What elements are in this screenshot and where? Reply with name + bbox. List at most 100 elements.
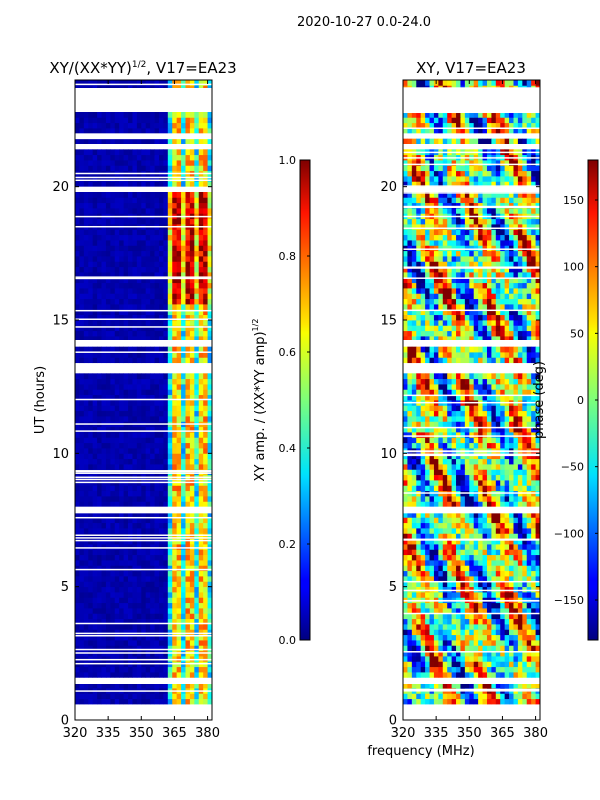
heatmap-cell	[456, 608, 461, 614]
heatmap-cell	[407, 629, 413, 636]
heatmap-cell	[79, 554, 85, 561]
heatmap-cell	[513, 560, 519, 566]
heatmap-cell	[185, 634, 191, 641]
heatmap-cell	[123, 293, 129, 300]
heatmap-cell	[97, 378, 102, 385]
heatmap-cell	[163, 570, 169, 577]
heatmap-cell	[101, 261, 107, 268]
heatmap-cell	[526, 672, 532, 678]
heatmap-cell	[79, 576, 85, 582]
heatmap-cell	[163, 266, 169, 273]
heatmap-cell	[88, 672, 94, 678]
heatmap-cell	[92, 608, 98, 614]
heatmap-cell	[92, 197, 98, 204]
heatmap-cell	[181, 154, 186, 161]
heatmap-cell	[75, 261, 80, 268]
heatmap-cell	[172, 240, 178, 246]
heatmap-cell	[469, 549, 475, 556]
heatmap-cell	[464, 528, 470, 534]
heatmap-cell	[495, 464, 501, 470]
heatmap-cell	[132, 693, 138, 700]
heatmap-cell	[442, 496, 448, 502]
heatmap-cell	[407, 602, 413, 609]
heatmap-cell	[123, 245, 129, 252]
heatmap-cell	[504, 437, 510, 444]
heatmap-cell	[110, 192, 116, 198]
heatmap-cell	[522, 549, 528, 556]
heatmap-cell	[172, 309, 178, 316]
heatmap-cell	[181, 581, 186, 588]
heatmap-cell	[75, 618, 80, 625]
heatmap-cell	[407, 437, 413, 444]
heatmap-cell	[504, 682, 510, 689]
heatmap-cell	[416, 682, 422, 689]
heatmap-cell	[194, 464, 200, 470]
heatmap-cell	[207, 570, 212, 577]
heatmap-cell	[119, 464, 125, 470]
heatmap-cell	[495, 554, 501, 561]
heatmap-cell	[150, 250, 155, 257]
heatmap-cell	[176, 624, 182, 630]
heatmap-cell	[522, 469, 528, 476]
heatmap-cell	[522, 517, 528, 524]
heatmap-cell	[172, 656, 178, 662]
heatmap-cell	[105, 277, 111, 284]
heatmap-cell	[141, 538, 147, 545]
heatmap-cell	[123, 410, 129, 417]
heatmap-cell	[185, 176, 191, 182]
heatmap-cell	[167, 373, 173, 380]
heatmap-cell	[128, 682, 133, 689]
heatmap-cell	[154, 645, 160, 652]
heatmap-cell	[456, 634, 461, 641]
heatmap-cell	[172, 229, 178, 236]
heatmap-cell	[119, 613, 125, 620]
heatmap-cell	[429, 549, 435, 556]
heatmap-cell	[176, 410, 182, 417]
heatmap-cell	[438, 410, 444, 417]
heatmap-cell	[203, 666, 208, 673]
heatmap-cell	[526, 640, 532, 646]
heatmap-cell	[110, 496, 116, 502]
heatmap-cell	[167, 117, 173, 124]
heatmap-cell	[176, 346, 182, 353]
amplitude-colorbar-gradient	[299, 159, 311, 641]
heatmap-cell	[207, 176, 212, 182]
heatmap-cell	[442, 522, 448, 529]
heatmap-cell	[110, 373, 116, 380]
heatmap-cell	[75, 240, 80, 246]
heatmap-cell	[136, 544, 142, 550]
heatmap-cell	[451, 565, 457, 572]
heatmap-cell	[411, 698, 417, 705]
heatmap-cell	[203, 437, 208, 444]
heatmap-cell	[163, 618, 169, 625]
heatmap-cell	[79, 629, 85, 636]
heatmap-cell	[189, 549, 195, 556]
heatmap-cell	[416, 533, 422, 540]
heatmap-cell	[123, 330, 129, 337]
heatmap-cell	[114, 640, 120, 646]
heatmap-cell	[482, 533, 488, 540]
heatmap-cell	[469, 613, 475, 620]
heatmap-cell	[101, 389, 107, 396]
heatmap-cell	[513, 634, 519, 641]
heatmap-cell	[158, 640, 164, 646]
heatmap-cell	[486, 437, 492, 444]
heatmap-cell	[482, 634, 488, 641]
heatmap-cell	[75, 384, 80, 390]
heatmap-cell	[194, 570, 200, 577]
heatmap-cell	[535, 458, 540, 465]
heatmap-cell	[136, 698, 142, 705]
data-gap-band	[75, 144, 212, 148]
heatmap-cell	[172, 165, 178, 172]
heatmap-cell	[97, 394, 102, 401]
heatmap-cell	[403, 485, 408, 492]
heatmap-cell	[469, 522, 475, 529]
heatmap-cell	[119, 128, 125, 134]
heatmap-cell	[526, 613, 532, 620]
heatmap-cell	[88, 485, 94, 492]
heatmap-cell	[403, 416, 408, 422]
heatmap-cell	[189, 602, 195, 609]
heatmap-cell	[460, 661, 466, 668]
heatmap-cell	[469, 570, 475, 577]
heatmap-cell	[198, 197, 204, 204]
